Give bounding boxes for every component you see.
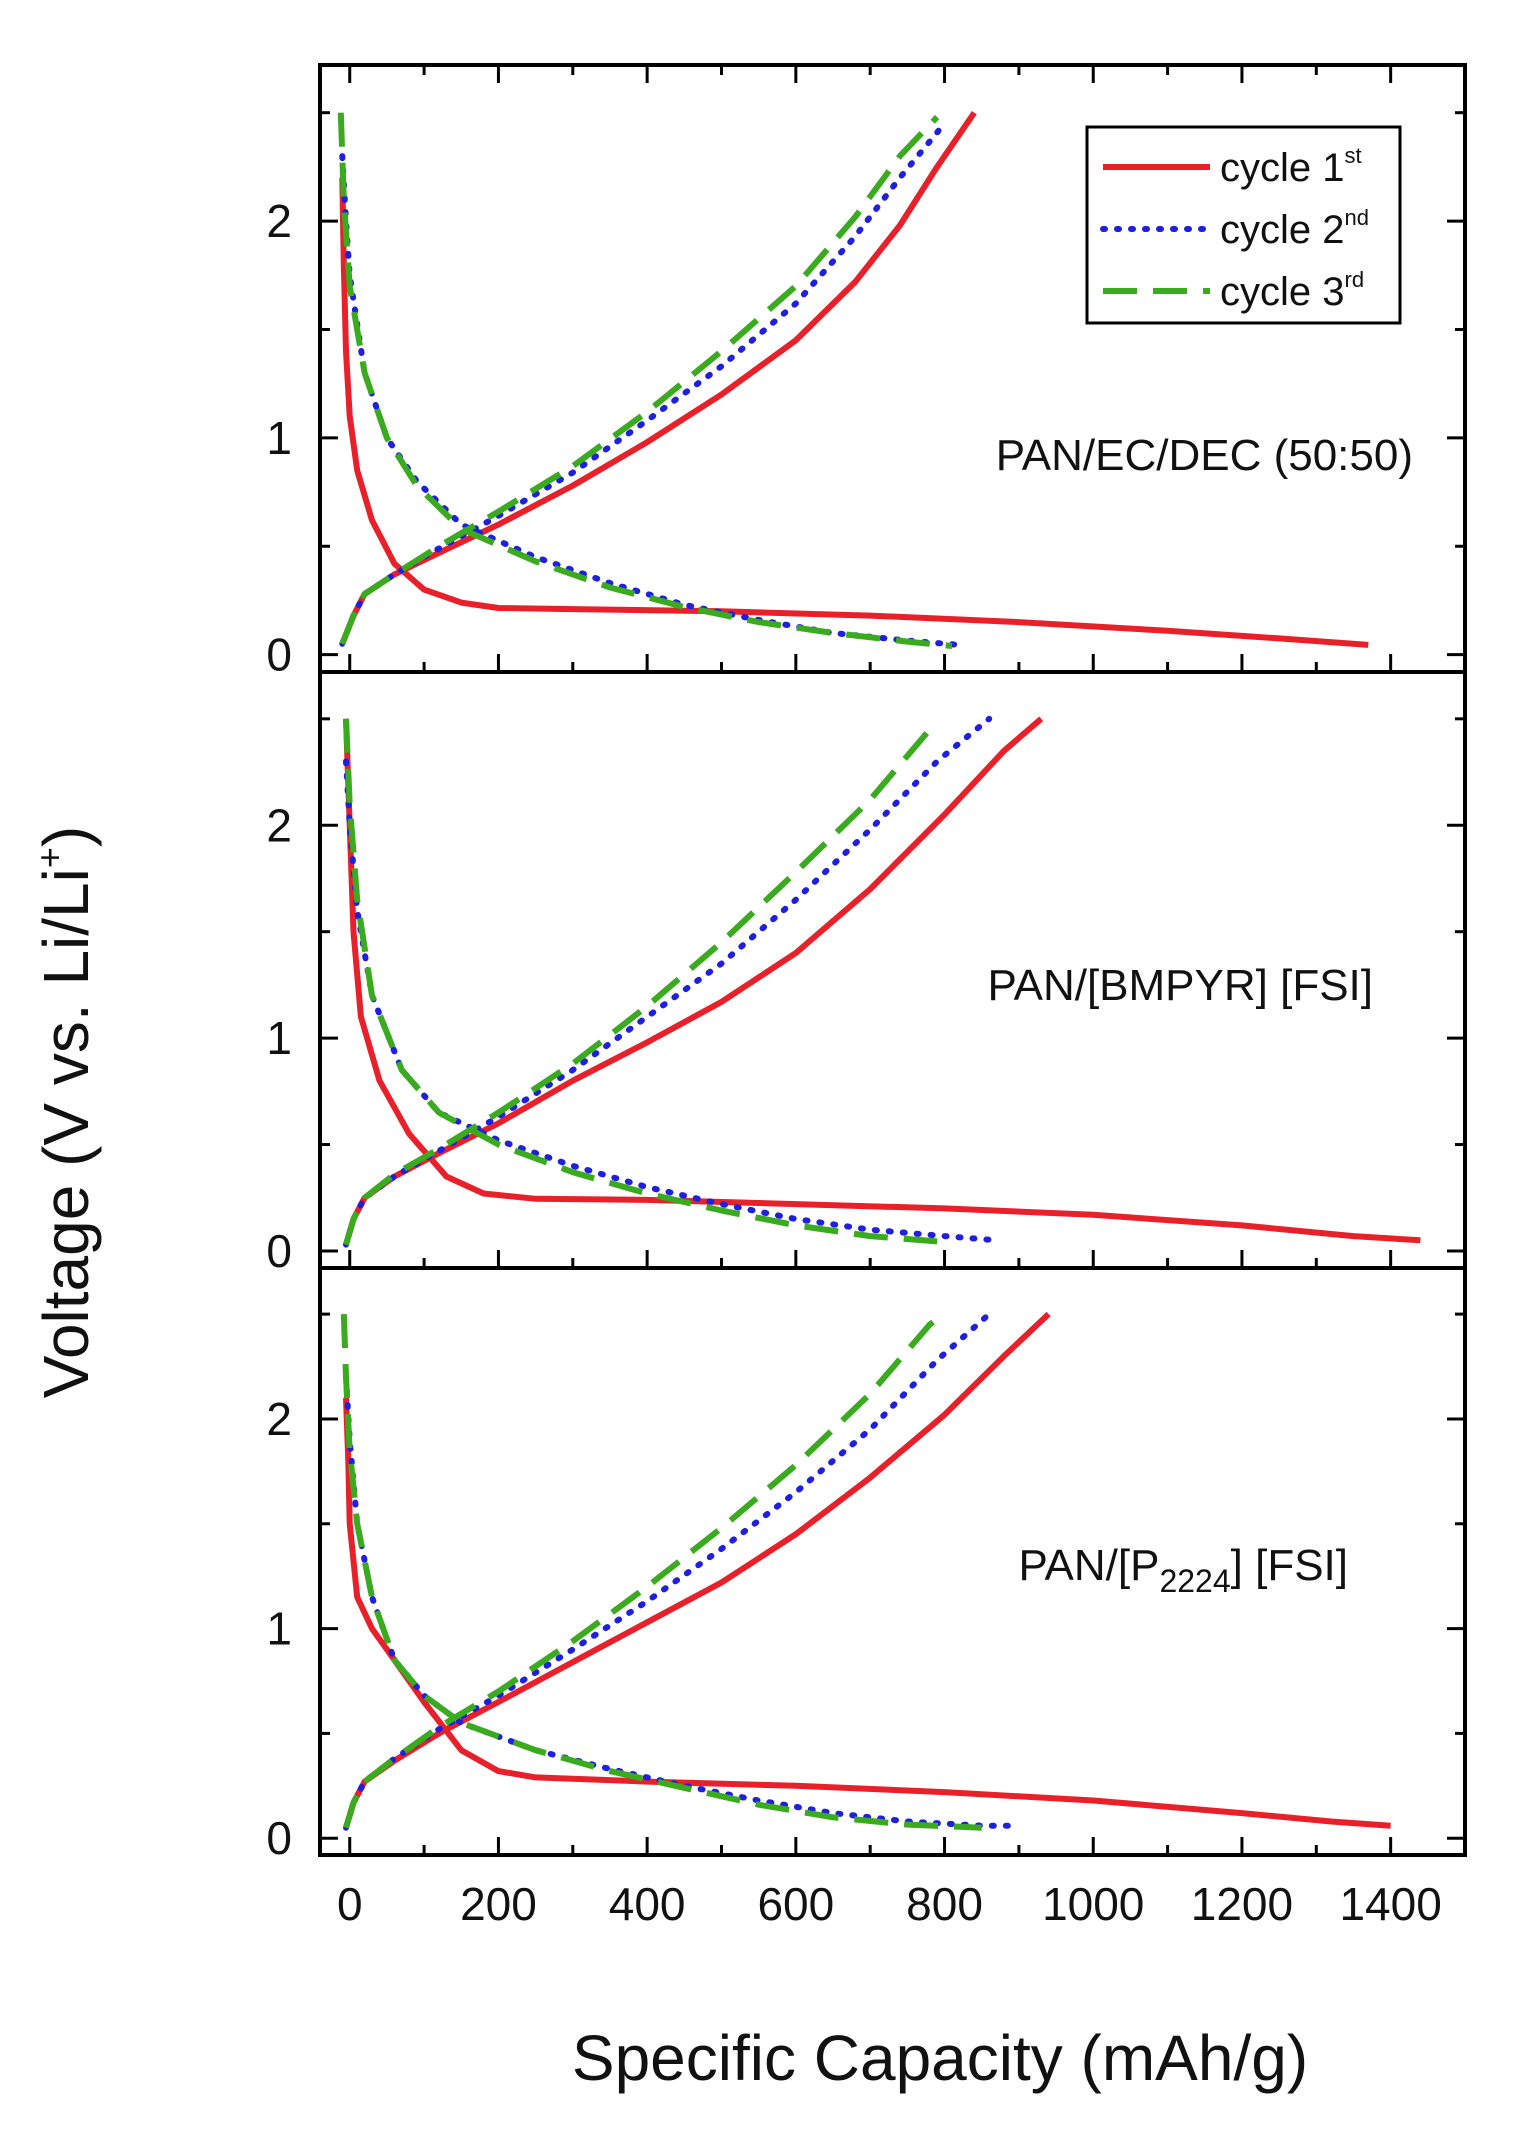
series-line-cycle1-discharge [343, 718, 1421, 1244]
legend-label-cycle1: cycle 1st [1220, 143, 1362, 190]
series-line-cycle1-discharge [339, 177, 1369, 648]
annotation-tail: ] [FSI] [1231, 1541, 1348, 1590]
series-line-cycle2-discharge [339, 153, 963, 648]
panel-annotation: PAN/[P2224] [FSI] [1018, 1541, 1348, 1599]
y-tick-label: 1 [266, 412, 292, 464]
panel-2: 0 1 2 PAN/[BMPYR] [FSI] [266, 670, 1467, 1277]
series-line-cycle3-discharge [340, 1313, 982, 1831]
y-axis-title-main: Voltage (V vs. Li/Li [30, 868, 102, 1398]
panel-frame [318, 1266, 1467, 1857]
series-line-cycle3-charge [343, 727, 932, 1246]
series-line-cycle1-charge [339, 111, 977, 645]
series-line-cycle1-discharge [343, 1397, 1391, 1829]
series-line-cycle1-charge [343, 716, 1044, 1246]
annotation-text: PAN/EC/DEC (50:50) [996, 431, 1413, 480]
x-tick-label: 1000 [1042, 1878, 1144, 1930]
x-tick-label: 1200 [1191, 1878, 1293, 1930]
y-axis-title-end: ) [30, 826, 102, 847]
legend-label-cycle2: cycle 2nd [1220, 205, 1369, 252]
series-line-cycle2-charge [339, 120, 948, 647]
x-tick-label: 1400 [1339, 1878, 1441, 1930]
y-axis-title: Voltage (V vs. Li/Li+) [29, 826, 102, 1398]
annotation-text: PAN/[BMPYR] [FSI] [988, 961, 1373, 1010]
svg-text:Voltage (V vs. Li/Li+): Voltage (V vs. Li/Li+) [29, 826, 102, 1398]
y-tick-label: 2 [266, 1393, 292, 1445]
series-line-cycle2-charge [343, 715, 993, 1248]
x-tick-label: 200 [460, 1878, 537, 1930]
y-tick-label: 0 [266, 629, 292, 681]
series-line-cycle3-charge [339, 114, 940, 645]
legend-label-cycle3: cycle 3rd [1220, 267, 1364, 314]
y-tick-label: 1 [266, 1603, 292, 1655]
x-tick-label: 800 [906, 1878, 983, 1930]
series-line-cycle2-charge [343, 1311, 993, 1831]
legend-box [1085, 125, 1402, 325]
series-line-cycle3-discharge [343, 718, 938, 1245]
panels-layer: 0 1 2 PAN/EC/DEC (50:50) 0 1 2 PAN/[BMPYR] [FSI… [266, 63, 1467, 1864]
y-axis-title-sup: + [29, 847, 70, 868]
panel-3: 0 1 2 PAN/[P2224] [FSI] [266, 1266, 1467, 1864]
y-tick-label: 0 [266, 1225, 292, 1277]
annotation-text: PAN/[P [1018, 1541, 1159, 1590]
series-line-cycle3-charge [343, 1311, 947, 1829]
series-line-cycle1-charge [343, 1311, 1051, 1829]
y-tick-label: 0 [266, 1812, 292, 1864]
x-tick-label: 600 [757, 1878, 834, 1930]
legend: cycle 1st cycle 2nd cycle 3rd [1085, 125, 1402, 325]
x-tick-label: 0 [337, 1878, 363, 1930]
series-line-cycle2-discharge [343, 758, 1000, 1244]
y-axis-panel-1: 0 1 2 [266, 111, 1465, 681]
series-line-cycle3-discharge [337, 112, 953, 649]
y-axis-panel-3: 0 1 2 [266, 1312, 1465, 1864]
annotation-sub: 2224 [1159, 1563, 1230, 1599]
y-tick-label: 1 [266, 1012, 292, 1064]
panel-1: 0 1 2 PAN/EC/DEC (50:50) [266, 63, 1467, 681]
panel-annotation: PAN/[BMPYR] [FSI] [988, 961, 1373, 1010]
x-axis-title: Specific Capacity (mAh/g) [572, 2022, 1308, 2094]
y-tick-label: 2 [266, 195, 292, 247]
panel-annotation: PAN/EC/DEC (50:50) [996, 431, 1413, 480]
y-tick-label: 2 [266, 799, 292, 851]
x-axis: 0 200 400 600 800 1000 1200 1400 [337, 1878, 1442, 1930]
x-tick-label: 400 [609, 1878, 686, 1930]
y-axis-panel-2: 0 1 2 [266, 717, 1465, 1277]
